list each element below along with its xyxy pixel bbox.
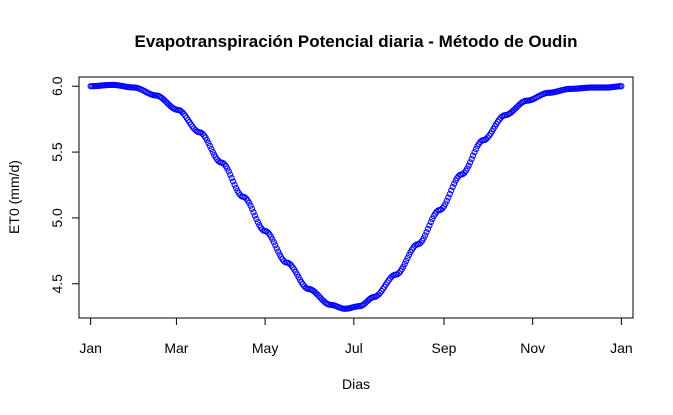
data-point	[401, 260, 408, 267]
data-point	[273, 245, 280, 252]
data-point	[199, 130, 206, 137]
data-point	[618, 83, 625, 90]
x-tick-label: Jul	[345, 340, 363, 356]
data-point	[275, 248, 282, 255]
y-tick-label: 5.5	[49, 142, 65, 162]
y-tick-label: 6.0	[49, 76, 65, 96]
x-axis: Jan Mar May Jul Sep Nov Jan	[79, 318, 633, 356]
x-tick-label: Mar	[164, 340, 188, 356]
x-axis-label: Dias	[342, 376, 370, 392]
data-point	[247, 202, 254, 209]
data-point	[227, 171, 234, 178]
data-point	[421, 232, 429, 239]
data-point	[423, 229, 430, 236]
data-point	[471, 149, 478, 156]
data-point	[269, 236, 276, 243]
data-point	[225, 168, 232, 175]
data-point	[467, 159, 474, 166]
data-point	[468, 155, 475, 163]
data-point	[395, 269, 402, 277]
x-tick-label: Jan	[79, 340, 102, 356]
data-point	[270, 239, 277, 246]
data-point	[446, 190, 453, 198]
y-tick-label: 5.0	[49, 208, 65, 228]
y-axis: 4.5 5.0 5.5 6.0	[49, 76, 79, 293]
x-tick-label: Sep	[432, 340, 457, 356]
data-point	[251, 212, 259, 219]
data-point	[449, 183, 456, 191]
data-point	[253, 215, 260, 223]
data-point	[205, 139, 212, 147]
data-point	[426, 222, 433, 229]
data-point	[272, 242, 279, 249]
data-point	[228, 174, 235, 182]
data-point	[231, 181, 238, 188]
y-tick-label: 4.5	[49, 274, 65, 294]
y-axis-label: ET0 (mm/d)	[6, 160, 22, 234]
data-point	[403, 257, 410, 265]
data-point	[206, 142, 213, 150]
data-point	[484, 134, 491, 141]
data-point	[442, 200, 449, 207]
data-point	[445, 194, 452, 201]
data-points	[87, 81, 625, 312]
data-point	[443, 197, 450, 204]
data-point	[248, 205, 256, 212]
data-point	[451, 180, 458, 187]
data-point	[250, 209, 257, 216]
plot-frame	[78, 76, 634, 319]
data-point	[448, 187, 455, 194]
data-point	[427, 218, 434, 226]
x-tick-label: Jan	[610, 340, 633, 356]
data-point	[424, 225, 432, 232]
x-tick-label: Nov	[520, 340, 545, 356]
data-point	[469, 152, 477, 159]
data-point	[465, 162, 472, 169]
data-point	[230, 178, 237, 185]
data-point	[208, 145, 215, 153]
data-point	[404, 254, 411, 261]
x-tick-label: May	[252, 340, 278, 356]
chart-title: Evapotranspiración Potencial diaria - Mé…	[134, 32, 577, 51]
data-point	[264, 229, 272, 236]
